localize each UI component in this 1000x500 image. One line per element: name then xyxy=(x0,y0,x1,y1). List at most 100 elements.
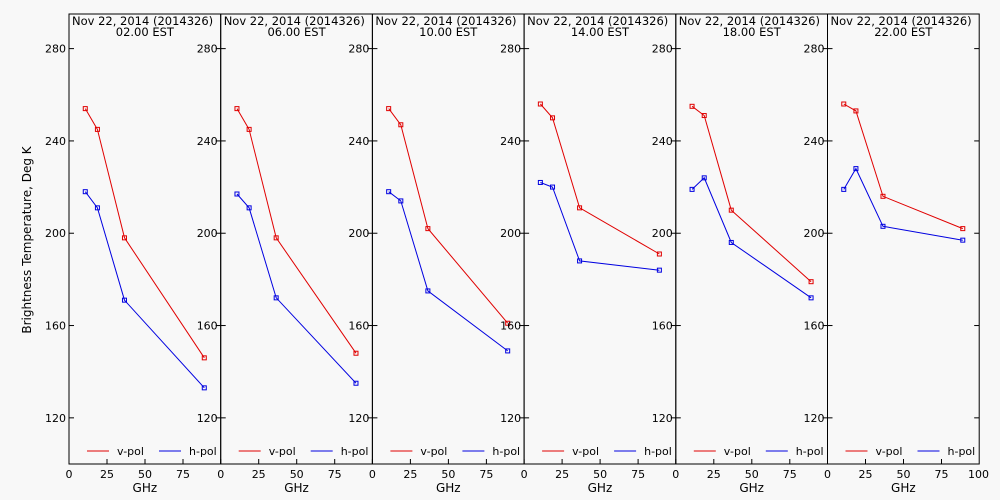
y-tick-label: 160 xyxy=(348,320,369,333)
series-line-v-pol xyxy=(388,108,509,324)
data-point-h-pol xyxy=(728,239,734,245)
panel-2: Nov 22, 2014 (2014326)06.00 EST 120 160 200… xyxy=(197,13,373,495)
legend-label-v-pol: v-pol xyxy=(876,445,903,458)
data-point-v-pol xyxy=(94,126,100,132)
x-tick-label: 100 xyxy=(968,468,989,481)
series-line-h-pol xyxy=(843,167,963,241)
data-point-h-pol xyxy=(505,348,511,354)
data-point-h-pol xyxy=(94,205,100,211)
data-point-h-pol xyxy=(701,175,707,181)
x-tick-label: 25 xyxy=(859,468,873,481)
x-tick-label: 50 xyxy=(441,468,455,481)
data-point-h-pol xyxy=(246,205,252,211)
x-tick-label: 0 xyxy=(521,468,528,481)
data-point-v-pol xyxy=(808,279,814,285)
y-tick-label: 160 xyxy=(652,320,673,333)
panel-title: Nov 22, 2014 (2014326) xyxy=(679,14,820,28)
data-point-h-pol xyxy=(577,258,583,264)
data-point-h-pol xyxy=(121,297,127,303)
legend-label-h-pol: h-pol xyxy=(189,445,217,458)
data-point-v-pol xyxy=(960,226,966,232)
y-tick-label: 200 xyxy=(45,227,66,240)
series-line-v-pol xyxy=(236,108,357,354)
data-point-v-pol xyxy=(386,106,392,112)
data-point-h-pol xyxy=(880,223,886,229)
x-tick-label: 75 xyxy=(935,468,949,481)
y-tick-label: 200 xyxy=(804,227,825,240)
y-tick-label: 160 xyxy=(197,320,218,333)
y-tick-label: 120 xyxy=(652,412,673,425)
data-point-v-pol xyxy=(550,115,556,121)
legend-label-h-pol: h-pol xyxy=(644,445,672,458)
series-line-v-pol xyxy=(843,103,963,230)
data-point-v-pol xyxy=(505,320,511,326)
y-tick-label: 160 xyxy=(45,320,66,333)
series-line-v-pol xyxy=(540,103,660,255)
data-point-h-pol xyxy=(82,189,88,195)
legend-label-v-pol: v-pol xyxy=(420,445,447,458)
panel-title: Nov 22, 2014 (2014326) xyxy=(375,14,516,28)
x-tick-label: 25 xyxy=(403,468,417,481)
data-point-h-pol xyxy=(234,191,240,197)
x-tick-label: 75 xyxy=(176,468,190,481)
panel-title: Nov 22, 2014 (2014326) xyxy=(72,14,213,28)
panel-subtitle: 10.00 EST xyxy=(419,25,478,39)
y-tick-label: 200 xyxy=(500,227,521,240)
x-tick-label: 50 xyxy=(745,468,759,481)
x-tick-label: 0 xyxy=(66,468,73,481)
x-tick-label: 25 xyxy=(707,468,721,481)
x-axis-label: GHz xyxy=(133,481,158,495)
panel-5: Nov 22, 2014 (2014326)18.00 EST 120 160 200… xyxy=(652,13,828,495)
data-point-h-pol xyxy=(841,186,847,192)
panel-4: Nov 22, 2014 (2014326)14.00 EST 120 160 200… xyxy=(500,13,677,495)
x-tick-label: 50 xyxy=(290,468,304,481)
x-tick-label: 0 xyxy=(824,468,831,481)
y-tick-label: 240 xyxy=(45,135,66,148)
x-axis-label: GHz xyxy=(588,481,613,495)
panel-subtitle: 06.00 EST xyxy=(267,25,326,39)
y-tick-label: 280 xyxy=(500,43,521,56)
data-point-v-pol xyxy=(246,126,252,132)
panel-title: Nov 22, 2014 (2014326) xyxy=(527,14,668,28)
data-point-h-pol xyxy=(537,179,543,185)
x-tick-label: 75 xyxy=(328,468,342,481)
data-point-v-pol xyxy=(880,193,886,199)
x-tick-label: 50 xyxy=(897,468,911,481)
data-point-v-pol xyxy=(689,103,695,109)
data-point-v-pol xyxy=(537,101,543,107)
legend-label-h-pol: h-pol xyxy=(948,445,976,458)
data-point-v-pol xyxy=(656,251,662,257)
legend-label-v-pol: v-pol xyxy=(269,445,296,458)
x-axis-label: GHz xyxy=(436,481,461,495)
panels-group: Nov 22, 2014 (2014326)02.00 EST120160200… xyxy=(45,13,989,495)
y-tick-label: 120 xyxy=(804,412,825,425)
data-point-v-pol xyxy=(853,108,859,114)
data-point-h-pol xyxy=(808,295,814,301)
data-point-v-pol xyxy=(353,350,359,356)
y-tick-label: 280 xyxy=(652,43,673,56)
x-tick-label: 50 xyxy=(593,468,607,481)
y-tick-label: 120 xyxy=(348,412,369,425)
series-line-h-pol xyxy=(691,176,812,299)
data-point-v-pol xyxy=(425,226,431,232)
data-point-v-pol xyxy=(841,101,847,107)
data-point-h-pol xyxy=(273,295,279,301)
legend-label-v-pol: v-pol xyxy=(724,445,751,458)
x-tick-label: 0 xyxy=(217,468,224,481)
data-point-h-pol xyxy=(853,166,859,172)
legend-label-h-pol: h-pol xyxy=(341,445,369,458)
data-point-v-pol xyxy=(728,207,734,213)
data-point-v-pol xyxy=(82,106,88,112)
x-axis-label: GHz xyxy=(891,481,916,495)
data-point-h-pol xyxy=(201,385,207,391)
panel-subtitle: 22.00 EST xyxy=(874,25,933,39)
y-tick-label: 200 xyxy=(652,227,673,240)
panel-subtitle: 18.00 EST xyxy=(723,25,782,39)
series-line-h-pol xyxy=(84,191,205,389)
y-tick-label: 120 xyxy=(500,412,521,425)
y-tick-label: 240 xyxy=(500,135,521,148)
panel-title: Nov 22, 2014 (2014326) xyxy=(224,14,365,28)
x-tick-label: 75 xyxy=(631,468,645,481)
data-point-h-pol xyxy=(398,198,404,204)
x-tick-label: 75 xyxy=(783,468,797,481)
